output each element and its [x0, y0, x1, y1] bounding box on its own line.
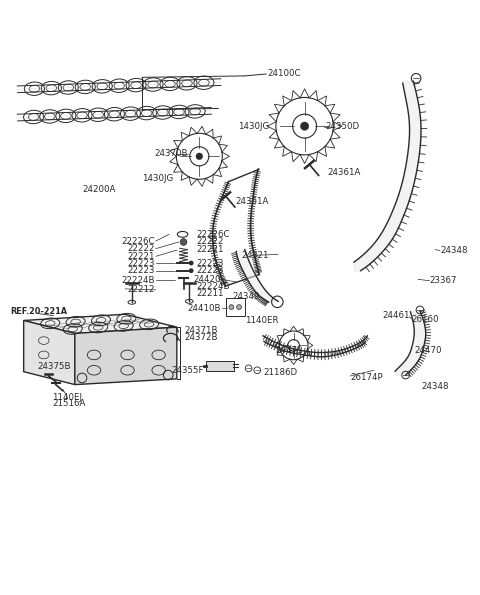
Text: REF.20-221A: REF.20-221A: [10, 308, 67, 317]
Polygon shape: [24, 321, 75, 384]
Text: 24361A: 24361A: [235, 198, 269, 206]
Text: 21516A: 21516A: [52, 399, 86, 408]
Text: 22226C: 22226C: [121, 237, 155, 246]
Text: 24470: 24470: [414, 346, 442, 355]
Text: 24348: 24348: [440, 246, 468, 255]
Circle shape: [229, 305, 234, 309]
Text: 24410B: 24410B: [187, 303, 221, 312]
Text: 22224B: 22224B: [121, 275, 155, 285]
Circle shape: [237, 305, 241, 309]
Text: 22223: 22223: [196, 266, 224, 275]
Text: 1430JG: 1430JG: [238, 122, 269, 131]
Text: 24370B: 24370B: [155, 149, 188, 158]
Text: 1430JG: 1430JG: [142, 174, 173, 183]
Text: 1140ER: 1140ER: [245, 316, 278, 325]
Text: 22211: 22211: [196, 289, 224, 298]
Text: 24461: 24461: [383, 311, 410, 320]
Text: 22224B: 22224B: [196, 282, 229, 291]
Text: 22226C: 22226C: [196, 230, 229, 239]
Circle shape: [196, 153, 203, 159]
FancyBboxPatch shape: [205, 361, 234, 371]
Text: 22221: 22221: [127, 252, 155, 261]
Circle shape: [300, 122, 309, 130]
Text: 24350D: 24350D: [325, 122, 360, 131]
Circle shape: [189, 261, 193, 265]
Text: 22222: 22222: [127, 244, 155, 253]
Text: 24371B: 24371B: [184, 325, 218, 334]
Polygon shape: [75, 327, 177, 384]
Text: 1140EJ: 1140EJ: [52, 393, 83, 402]
Circle shape: [180, 239, 187, 245]
Text: 24348: 24348: [421, 381, 448, 390]
Text: 26160: 26160: [411, 315, 439, 324]
Text: 22223: 22223: [196, 259, 224, 268]
Text: 22223: 22223: [127, 259, 155, 268]
Text: 22212: 22212: [127, 286, 155, 295]
Circle shape: [189, 268, 193, 273]
Text: 24471: 24471: [276, 346, 303, 355]
Text: 24420: 24420: [193, 275, 221, 284]
Text: 21186D: 21186D: [263, 368, 297, 377]
Text: 22222: 22222: [196, 237, 224, 246]
Text: 24349: 24349: [232, 292, 260, 301]
Text: 24100C: 24100C: [268, 70, 301, 79]
Text: 22221: 22221: [196, 245, 224, 254]
Text: 24361A: 24361A: [327, 168, 360, 177]
Text: 24355F: 24355F: [172, 366, 204, 375]
Text: 26174P: 26174P: [350, 374, 383, 383]
Polygon shape: [24, 314, 177, 333]
Text: 24375B: 24375B: [37, 362, 71, 371]
Text: 24372B: 24372B: [184, 333, 218, 342]
Text: 22223: 22223: [127, 266, 155, 275]
Text: 24200A: 24200A: [82, 185, 115, 194]
Text: 24321: 24321: [241, 251, 268, 260]
Text: 23367: 23367: [430, 276, 457, 285]
